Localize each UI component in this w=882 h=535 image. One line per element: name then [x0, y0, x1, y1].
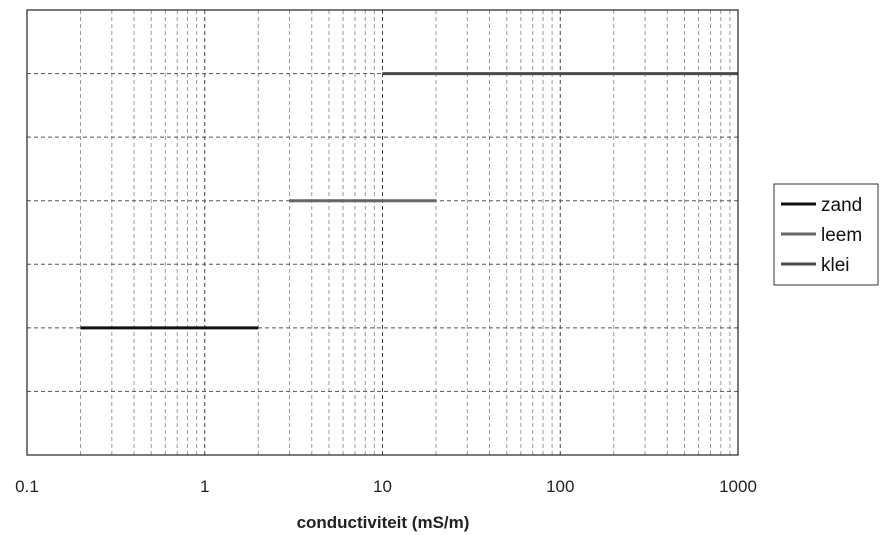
x-tick-label: 10: [373, 477, 392, 496]
x-axis-title: conductiviteit (mS/m): [297, 513, 470, 532]
legend-label-zand: zand: [821, 195, 862, 216]
x-tick-label: 100: [546, 477, 574, 496]
legend-label-leem: leem: [821, 225, 862, 246]
plot-area-border: [26, 9, 739, 456]
x-tick-label: 0.1: [15, 477, 39, 496]
legend: zand leem klei: [773, 183, 879, 286]
x-tick-label: 1000: [719, 477, 757, 496]
x-tick-label: 1: [200, 477, 209, 496]
legend-label-klei: klei: [821, 255, 850, 276]
x-tick-labels: 0.1 1 10 100 1000: [15, 477, 757, 496]
minor-gridlines: [80, 10, 731, 455]
series-layer: [80, 72, 738, 330]
